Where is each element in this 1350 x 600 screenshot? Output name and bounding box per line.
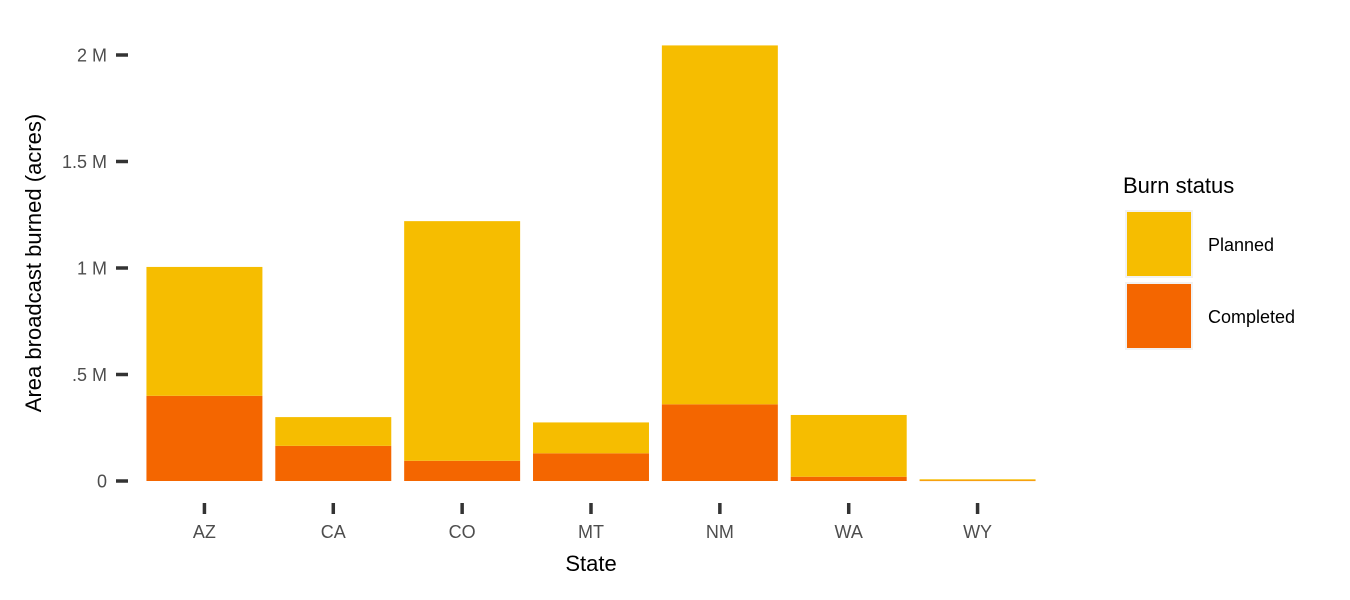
- legend-swatch-planned: [1127, 212, 1191, 276]
- bars: [146, 45, 1036, 482]
- bar-wy-completed: [919, 480, 1036, 482]
- bar-co-completed: [404, 460, 521, 481]
- legend-swatch-completed: [1127, 284, 1191, 348]
- x-tick-label: NM: [706, 522, 734, 542]
- legend-label-planned: Planned: [1208, 235, 1274, 255]
- bar-nm-completed: [661, 404, 778, 481]
- legend: Burn status Planned Completed: [1123, 173, 1295, 350]
- bar-ca-completed: [275, 445, 392, 481]
- x-tick-label: WY: [963, 522, 992, 542]
- bar-az-completed: [146, 395, 263, 481]
- bar-wa-completed: [790, 476, 907, 481]
- x-tick-label: CO: [449, 522, 476, 542]
- x-axis-title: State: [565, 551, 616, 576]
- bar-mt-completed: [533, 453, 649, 481]
- y-tick-label: 1 M: [77, 259, 107, 279]
- x-axis: AZ CA CO MT NM WA WY: [193, 503, 992, 542]
- y-tick-label: .5 M: [72, 365, 107, 385]
- y-tick-label: 0: [97, 472, 107, 492]
- y-axis-title: Area broadcast burned (acres): [21, 114, 46, 412]
- legend-label-completed: Completed: [1208, 307, 1295, 327]
- bar-ca-planned: [275, 417, 392, 446]
- x-tick-label: MT: [578, 522, 604, 542]
- y-axis: 0 .5 M 1 M 1.5 M 2 M: [62, 46, 128, 492]
- bar-co-planned: [404, 221, 521, 461]
- bar-wa-planned: [790, 414, 907, 477]
- y-tick-label: 1.5 M: [62, 152, 107, 172]
- x-tick-label: CA: [321, 522, 346, 542]
- bar-az-planned: [146, 266, 263, 396]
- legend-title: Burn status: [1123, 173, 1234, 198]
- y-tick-label: 2 M: [77, 46, 107, 66]
- bar-wy-planned: [919, 479, 1036, 481]
- bar-mt-planned: [533, 422, 649, 454]
- x-tick-label: AZ: [193, 522, 216, 542]
- bar-nm-planned: [661, 45, 778, 405]
- x-tick-label: WA: [835, 522, 863, 542]
